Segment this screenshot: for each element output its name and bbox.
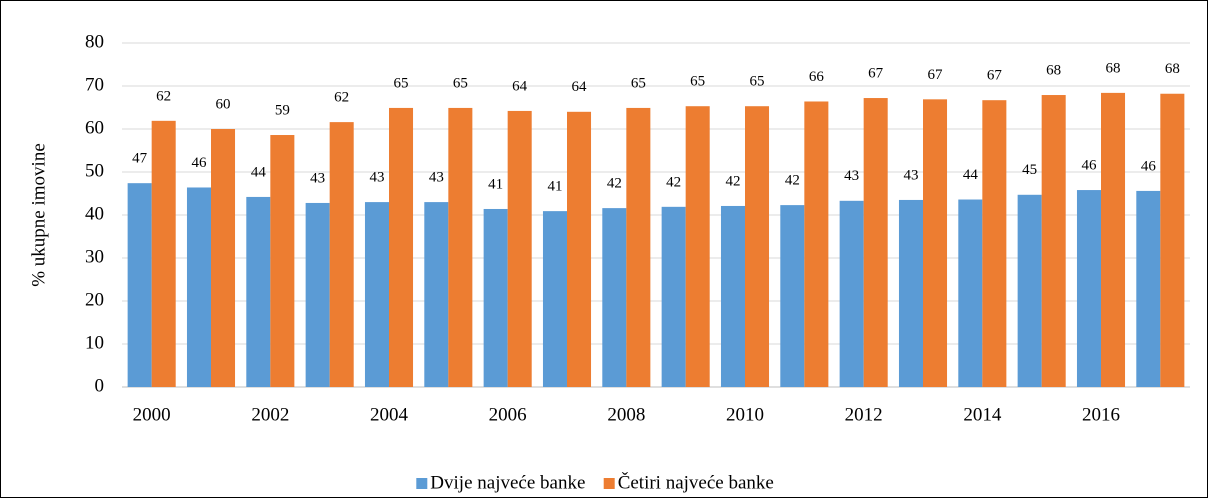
data-label: 43 [369, 170, 384, 186]
bar [1160, 93, 1185, 388]
bar [745, 106, 770, 388]
data-label: 68 [1046, 62, 1061, 78]
legend-label: Dvije najveće banke [430, 472, 585, 493]
y-axis-label: % ukupne imovine [28, 143, 49, 287]
data-label: 65 [631, 75, 646, 91]
data-label: 47 [132, 151, 148, 167]
data-label: 46 [1141, 158, 1157, 174]
bar [898, 199, 923, 387]
y-tick-label: 80 [85, 31, 104, 52]
bar [982, 100, 1007, 387]
data-label: 68 [1106, 60, 1121, 76]
bar [1017, 194, 1042, 387]
bar [567, 111, 592, 388]
data-label: 46 [1081, 157, 1097, 173]
bar [270, 135, 295, 387]
data-label: 42 [607, 176, 622, 192]
bar [483, 208, 508, 387]
bar [1101, 92, 1126, 387]
x-tick-label: 2016 [1082, 404, 1120, 425]
bar [448, 107, 473, 388]
data-label: 45 [1022, 162, 1037, 178]
legend-swatch [416, 478, 428, 489]
data-label: 42 [725, 173, 740, 189]
data-label: 67 [928, 67, 944, 83]
x-tick-label: 2012 [845, 404, 883, 425]
bar [780, 205, 805, 387]
y-tick-label: 60 [85, 117, 104, 138]
x-tick-label: 2004 [370, 404, 409, 425]
bar [151, 120, 176, 387]
data-label: 65 [750, 74, 765, 90]
data-label: 64 [512, 78, 528, 94]
data-label: 44 [963, 167, 979, 183]
bar [958, 199, 983, 387]
data-label: 62 [156, 88, 171, 104]
data-label: 43 [903, 167, 918, 183]
data-label: 59 [275, 102, 290, 118]
x-tick-label: 2010 [726, 404, 764, 425]
bar [1136, 190, 1161, 387]
bar [186, 187, 211, 387]
data-label: 62 [334, 90, 349, 106]
bar [626, 107, 651, 388]
data-label: 66 [809, 69, 825, 85]
data-label: 46 [191, 155, 207, 171]
bar [329, 122, 354, 388]
data-label: 65 [394, 75, 409, 91]
data-label: 44 [251, 164, 267, 180]
bar [1041, 95, 1066, 387]
data-label: 68 [1165, 61, 1180, 77]
bar [1076, 190, 1101, 387]
bar [305, 202, 330, 387]
data-label: 65 [690, 74, 705, 90]
y-tick-label: 30 [85, 246, 104, 267]
bar [863, 98, 888, 387]
bar [364, 202, 389, 387]
data-label: 43 [310, 170, 325, 186]
data-label: 43 [429, 170, 444, 186]
x-tick-label: 2014 [963, 404, 1002, 425]
bar [804, 101, 829, 387]
x-tick-label: 2006 [489, 404, 527, 425]
data-label: 42 [785, 173, 800, 189]
data-label: 60 [216, 96, 231, 112]
y-tick-label: 50 [85, 160, 104, 181]
y-tick-label: 0 [95, 375, 105, 396]
data-label: 64 [572, 79, 588, 95]
y-tick-label: 20 [85, 289, 104, 310]
y-tick-label: 70 [85, 74, 104, 95]
bar [720, 205, 745, 387]
data-label: 43 [844, 168, 859, 184]
bar [923, 99, 948, 387]
bar [839, 200, 864, 387]
data-label: 41 [488, 176, 503, 192]
bar [685, 106, 710, 388]
y-tick-label: 40 [85, 203, 104, 224]
legend-label: Četiri najveće banke [618, 471, 774, 493]
data-label: 42 [666, 174, 681, 190]
bar [542, 211, 567, 387]
bar [661, 206, 686, 387]
bar [211, 129, 236, 387]
data-label: 65 [453, 75, 468, 91]
bar [602, 208, 627, 387]
x-tick-label: 2002 [251, 404, 289, 425]
legend-swatch [603, 478, 615, 489]
bar [507, 110, 532, 387]
data-label: 67 [987, 68, 1003, 84]
x-tick-label: 2000 [133, 404, 171, 425]
x-tick-label: 2008 [607, 404, 645, 425]
data-label: 67 [868, 65, 884, 81]
data-label: 41 [547, 179, 562, 195]
bar [127, 183, 152, 387]
bar [424, 202, 449, 387]
bar [246, 196, 271, 387]
bar [389, 107, 414, 388]
y-tick-label: 10 [85, 332, 104, 353]
